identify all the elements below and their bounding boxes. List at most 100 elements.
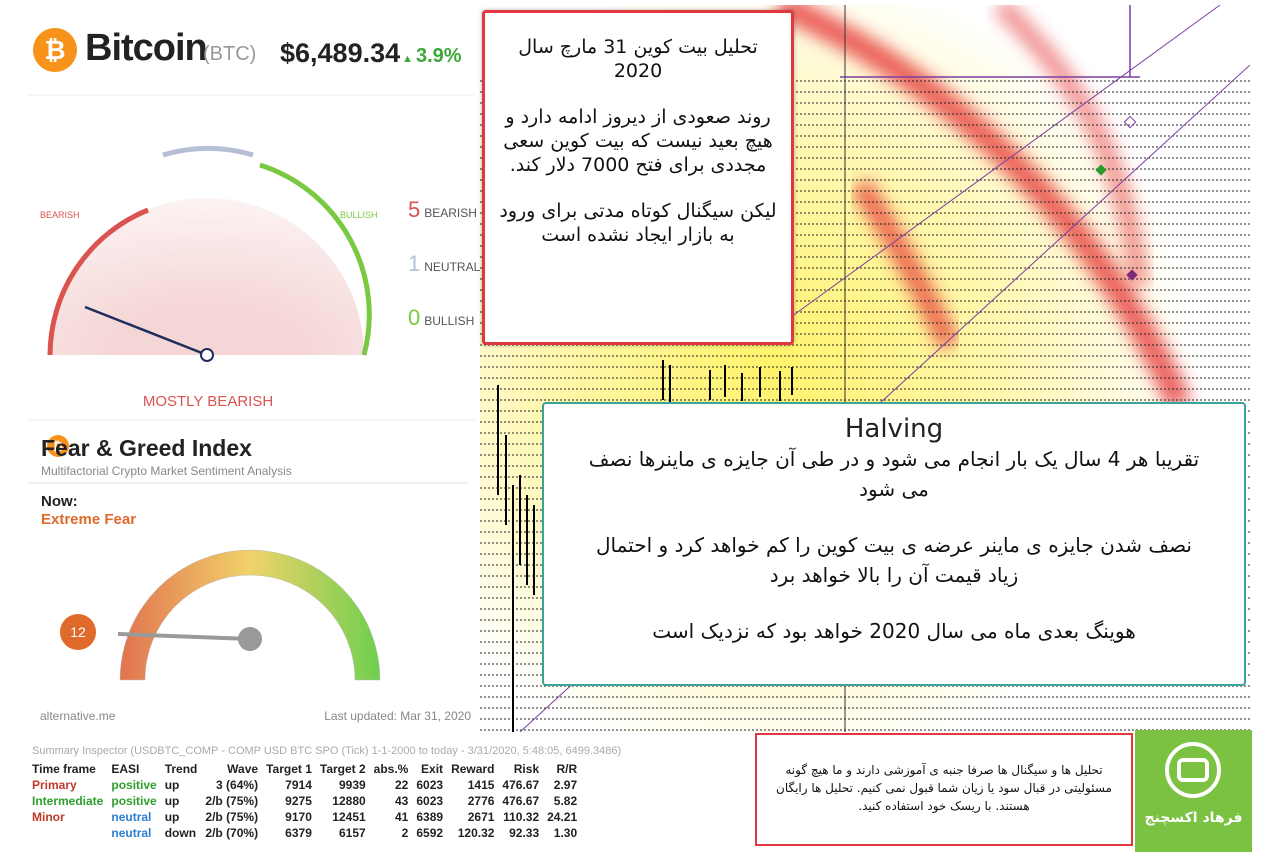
cell: 110.32 [503,810,540,824]
cell: 12880 [332,794,366,808]
sentiment-count: 5 [408,197,421,222]
cell: Intermediate [32,794,104,808]
halving-note: Halving تقریبا هر 4 سال یک بار انجام می … [542,402,1246,686]
coin-name: Bitcoin [85,27,208,69]
gauge-bullish-arc [259,162,372,356]
cell: up [164,810,180,824]
cell: neutral [111,810,152,824]
up-arrow: ▲ [402,53,416,65]
fg-subtitle: Multifactorial Crypto Market Sentiment A… [41,464,292,478]
bullish-label: BULLISH [340,210,378,220]
marker [1126,269,1138,281]
cell: 9170 [285,810,312,824]
sentiment-count-row: 5 BEARISH [408,197,477,251]
cell: positive [111,794,157,808]
column-header: Target 1 [266,762,312,776]
sentiment-counts: 5 BEARISH 1 NEUTRAL 0 BULLISH [408,197,480,359]
cell: 6157 [338,826,366,840]
brand-logo [1165,742,1221,798]
cell: 476.67 [502,778,540,792]
cell: 476.67 [502,794,540,808]
column-header: Trend [164,762,198,776]
cell: 41 [395,810,409,824]
fg-value-badge [60,614,96,650]
cell: 12451 [332,810,366,824]
note-title: Halving [844,414,944,444]
btc-logo [33,28,77,72]
cell: 6023 [416,794,444,808]
gauge-neutral-arc [162,145,254,158]
fg-needle [117,632,251,641]
fg-logo [47,435,69,457]
cell: up [164,794,180,808]
cell: 24.21 [547,810,578,824]
cell: 2671 [467,810,495,824]
marker [1123,115,1137,129]
column-header: abs.% [373,762,409,776]
cell: 2/b (75%) [205,810,259,824]
cell: 2.97 [553,778,578,792]
data-row: Minor neutral up 2/b (75%) 9170 12451 41 6389 26… [28,809,581,825]
bearish-label: BEARISH [40,210,80,220]
sentiment-count-row: 1 NEUTRAL [408,251,480,305]
price-change: ▲ 3.9% [402,45,462,68]
brand-name: فرهاد اکسچنج [1144,810,1243,826]
gauge-bearish-arc [47,207,149,356]
change-value: 3.9% [415,45,462,67]
gauge-needle [84,305,208,357]
fg-title: Fear & Greed Index [41,435,252,461]
sentiment-count: 0 [408,305,421,330]
fg-pivot [238,627,262,651]
sentiment-count: 1 [408,251,421,276]
header-row: Time frame EASI Trend Wave Target 1 Target 2 a… [28,761,581,777]
fg-updated: Last updated: Mar 31, 2020 [324,709,471,723]
gauge-pivot [200,348,214,362]
fg-value: 12 [70,624,86,640]
cell: 43 [395,794,409,808]
note-title: تحلیل بیت کوین 31 مارچ سال 2020 [518,36,758,82]
column-header: Risk [513,762,540,776]
inspector-title: Summary Inspector (USDBTC_COMP - COMP US… [32,745,622,757]
note-paragraph: تقریبا هر 4 سال یک بار انجام می شود و در… [588,447,1200,501]
note-paragraph: نصف شدن جایزه ی ماینر عرضه ی بیت کوین را… [595,533,1192,587]
left-panel: ₿ BEARISH BULLISH MOSTLY BEARISH ₿ 12 al… [28,5,480,732]
channel-line [779,5,1221,326]
cell: 6379 [285,826,312,840]
disclaimer: تحلیل ها و سیگنال ها صرفا جنبه ی آموزشی … [755,733,1133,846]
note-paragraph: لیکن سیگنال کوتاه مدتی برای ورود به بازا… [499,200,777,246]
sentiment-panel: ₿ BEARISH BULLISH MOSTLY BEARISH ₿ 12 al… [28,28,475,723]
column-header: Target 2 [319,762,366,776]
cell: Primary [32,778,77,792]
brand-block: فرهاد اکسچنج [1135,730,1252,852]
column-header: Time frame [32,762,96,776]
data-row: Primary positive up 3 (64%) 7914 9939 22 6023 14… [28,777,581,793]
logo-mark [1177,758,1209,782]
cell: 9939 [338,778,366,792]
cell: 22 [395,778,409,792]
data-row: Intermediate positive up 2/b (75%) 9275 12880… [28,793,581,809]
daily-analysis-note: تحلیل بیت کوین 31 مارچ سال 2020 روند صعو… [482,10,794,345]
fg-logo-glyph: ₿ [53,440,64,455]
cell: 6389 [416,810,444,824]
cell: down [164,826,197,840]
cell: 92.33 [509,826,540,840]
cell: 7914 [285,778,312,792]
note-paragraph: هوینگ بعدی ماه می سال 2020 خواهد بود که … [652,619,1136,643]
column-header: Wave [227,762,259,776]
cell [28,825,107,841]
cell: 2/b (70%) [205,826,259,840]
cell: neutral [111,826,152,840]
cell: 6023 [416,778,444,792]
fg-now-label: Now: [41,493,78,510]
btc-logo-glyph: ₿ [44,36,65,66]
column-header: EASI [111,762,140,776]
cell: 1.30 [553,826,578,840]
sentiment-count-row: 0 BULLISH [408,305,475,359]
column-header: Exit [421,762,444,776]
fg-gauge-arc [119,549,381,681]
coin-symbol: (BTC) [203,43,257,65]
cell: 6592 [416,826,444,840]
coin-price: $6,489.34 [280,38,401,68]
column-header: R/R [556,762,578,776]
cell: up [164,778,180,792]
